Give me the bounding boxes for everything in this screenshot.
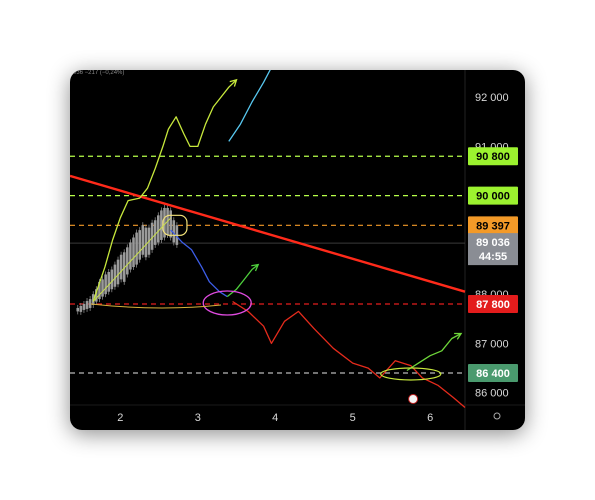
candle-body [110, 269, 114, 290]
candle-body [132, 237, 135, 268]
drawing-path [232, 300, 466, 408]
candle-body [104, 274, 107, 295]
current-price-badge-bg [468, 233, 518, 266]
candle-body [88, 299, 92, 308]
price-level-badge-bg [468, 147, 518, 166]
y-tick-label: 86 000 [475, 388, 509, 400]
candle-body [172, 220, 176, 243]
price-level-badge-bg [468, 295, 518, 314]
x-tick-label: 3 [195, 412, 201, 424]
candle-body [85, 301, 89, 309]
arrow-head [229, 78, 238, 87]
drawing-path [228, 70, 271, 142]
candle-body [141, 225, 145, 255]
x-tick-label: 5 [350, 412, 356, 424]
current-price-label: 89 036 [476, 237, 510, 249]
candle-body [76, 307, 80, 312]
candle-body [116, 259, 120, 285]
candle-body [163, 207, 166, 238]
price-level-badge-bg [468, 186, 518, 205]
candle-body [82, 304, 86, 310]
price-level-badge-bg [468, 363, 518, 382]
candle-body [122, 252, 126, 282]
drawing-path [92, 79, 237, 302]
base-curve [90, 303, 222, 309]
guide-line [92, 217, 172, 302]
candle-body [169, 210, 172, 238]
candle-body [126, 247, 129, 275]
candle-body [113, 264, 117, 287]
candle-body [153, 220, 157, 245]
price-level-badge: 89 397 [476, 220, 510, 232]
candle-body [129, 242, 132, 270]
ticker-change-text: 036 −217 (−0,24%) [73, 70, 125, 76]
candle-body [138, 230, 142, 260]
candle-body [144, 227, 148, 258]
yellow-box [162, 214, 188, 236]
price-level-badge: 90 000 [476, 191, 510, 203]
settings-icon [493, 412, 501, 420]
candle-body [98, 281, 101, 300]
y-tick-label: 92 000 [475, 92, 509, 104]
candle-body [101, 279, 104, 297]
green-ellipse [380, 367, 442, 381]
price-level-badge: 87 800 [476, 299, 510, 311]
candle-body [95, 289, 98, 302]
candle-body [119, 254, 123, 280]
x-tick-label: 2 [117, 412, 123, 424]
x-tick-label: 6 [427, 412, 433, 424]
drawing-path [170, 229, 228, 298]
x-tick-label: 4 [272, 412, 278, 424]
pink-ellipse [202, 290, 252, 316]
y-tick-label: 87 000 [475, 338, 509, 350]
candle-body [156, 215, 160, 243]
arrow-head [251, 263, 260, 272]
candle-body [160, 210, 163, 240]
drawing-path [406, 333, 462, 372]
countdown-label: 44:55 [479, 251, 507, 263]
candle-body [150, 222, 154, 250]
candle-body [107, 271, 111, 292]
event-marker-icon [408, 394, 419, 404]
trendline [70, 174, 466, 293]
price-level-badge: 90 800 [476, 151, 510, 163]
price-level-badge: 86 400 [476, 368, 510, 380]
candle-body [79, 305, 83, 312]
arrow-head [454, 332, 463, 340]
candle-body [135, 232, 138, 265]
price-level-badge-bg [468, 216, 518, 235]
